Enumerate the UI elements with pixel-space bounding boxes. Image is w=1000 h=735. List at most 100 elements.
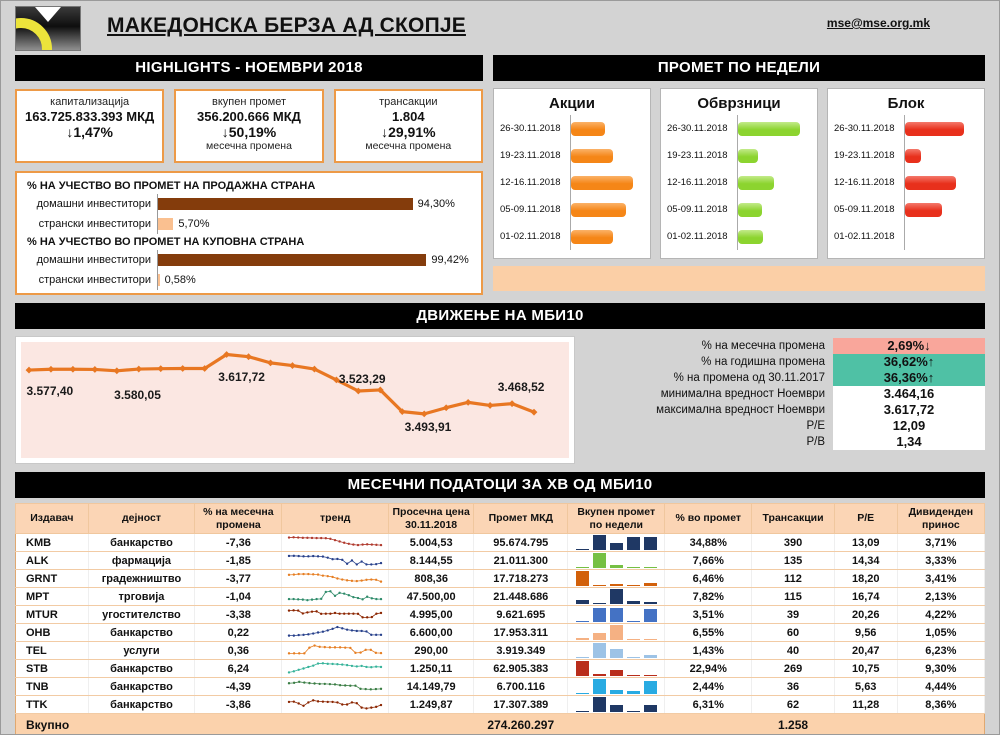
cell-weekly-bars: [567, 659, 666, 678]
cell-ticker: ALK: [15, 551, 89, 570]
weekly-chart-row: 05-09.11.2018: [500, 196, 644, 223]
mini-bar: [609, 690, 623, 694]
mbi-stat-label: % на годишна промена: [701, 356, 825, 368]
mbi-data-point: [47, 365, 55, 373]
kpi-note: месечна промена: [206, 140, 292, 152]
cell-dividend: 1,05%: [897, 623, 986, 642]
mini-bar: [626, 691, 640, 694]
mbi-stat-value: 1,34: [833, 434, 985, 450]
weekly-bar: [738, 121, 801, 136]
cell-trend-sparkline: [281, 551, 390, 570]
weekly-bar-track: [570, 169, 644, 196]
cell-transactions: 62: [751, 695, 835, 714]
weekly-chart-row: 12-16.11.2018: [667, 169, 811, 196]
cell-share: 6,46%: [664, 569, 753, 588]
trend-sparkline: [288, 536, 383, 547]
weekly-bar-track: [570, 196, 644, 223]
mini-bar: [626, 585, 640, 586]
mbi-plot: 3.577,40 3.580,05 3.617,72 3.523,29 3.493,91…: [21, 342, 569, 458]
mbi-data-point: [398, 408, 406, 415]
mbi-stat-value: 36,62%↑: [833, 354, 985, 370]
trend-sparkline: [288, 662, 383, 674]
trend-sparkline: [288, 572, 383, 583]
cell-weekly-bars: [567, 569, 666, 588]
mbi-data-point: [267, 359, 274, 367]
cell-share: 6,55%: [664, 623, 753, 642]
mbi-data-point: [530, 408, 538, 416]
weekly-mini-chart: [570, 643, 662, 658]
mini-bar: [626, 675, 640, 676]
weekly-bar-track: [737, 142, 811, 169]
column-header: Просечна цена 30.11.2018: [388, 503, 475, 534]
cell-sector: трговија: [88, 587, 196, 606]
mini-bar: [609, 589, 623, 604]
cell-avg-price: 1.249,87: [388, 695, 475, 714]
cell-ticker: TTK: [15, 695, 89, 714]
weekly-chart-body: 26-30.11.2018 19-23.11.2018 12-16.11.2018 0…: [834, 115, 978, 250]
mini-bar: [575, 571, 589, 586]
weekly-bar: [571, 121, 606, 136]
week-label: 05-09.11.2018: [834, 204, 895, 215]
weekly-bar: [905, 175, 956, 190]
cell-dividend: 4,22%: [897, 605, 986, 624]
weekly-chart-row: 01-02.11.2018: [834, 223, 978, 250]
mbi-header: ДВИЖЕЊЕ НА МБИ10: [15, 303, 985, 329]
weekly-chart-0: Акции 26-30.11.2018 19-23.11.2018 12-16.11.…: [493, 88, 651, 259]
cell-ticker: MTUR: [15, 605, 89, 624]
weekly-mini-chart: [570, 571, 662, 586]
mbi-data-point: [289, 362, 296, 369]
mbi-data-point: [464, 398, 472, 406]
mini-bar: [592, 603, 606, 604]
participation-bar-label: домашни инвеститори: [36, 198, 151, 210]
cell-dividend: 3,41%: [897, 569, 986, 588]
weekly-chart-title: Обврзници: [697, 95, 781, 112]
mini-bar: [592, 633, 606, 640]
weekly-bar: [738, 229, 763, 244]
cell-sector: градежништво: [88, 569, 196, 588]
weekly-bar: [738, 175, 774, 190]
mbi-stat-row: % на месечна промена 2,69%↓: [601, 338, 985, 354]
cell-ticker: KMB: [15, 533, 89, 552]
cell-transactions: 39: [751, 605, 835, 624]
cell-ticker: OHB: [15, 623, 89, 642]
cell-sector: банкарство: [88, 659, 196, 678]
weekly-charts: Акции 26-30.11.2018 19-23.11.2018 12-16.11.…: [493, 88, 985, 259]
weekly-chart-row: 19-23.11.2018: [667, 142, 811, 169]
table-row: KMB банкарство -7,36 5.004,53 95.674.795 34,8…: [15, 533, 986, 552]
weekly-chart-row: 26-30.11.2018: [667, 115, 811, 142]
column-header: % во промет: [664, 503, 753, 534]
cell-sector: фармација: [88, 551, 196, 570]
cell-ticker: MPT: [15, 587, 89, 606]
participation-bar-label: странски инвеститори: [38, 218, 151, 230]
cell-weekly-bars: [567, 623, 666, 642]
participation-bar-value: 0,58%: [164, 274, 196, 286]
page-header: МАКЕДОНСКА БЕРЗА АД СКОПЈЕ mse@mse.org.m…: [1, 1, 999, 55]
cell-weekly-bars: [567, 641, 666, 660]
email-link[interactable]: mse@mse.org.mk: [826, 16, 930, 30]
mbi-data-point: [245, 353, 252, 361]
cell-weekly-bars: [567, 605, 666, 624]
table-row: TEL услуги 0,36 290,00 3.919.349 1,43% 40 20,47…: [15, 641, 986, 660]
mini-bar: [626, 601, 640, 604]
mini-bar: [592, 697, 606, 712]
mini-bar: [626, 621, 640, 622]
participation-bar-row: домашни инвеститори 94,30%: [27, 194, 471, 214]
cell-turnover: 21.011.300: [473, 551, 569, 570]
cell-turnover: 9.621.695: [473, 605, 569, 624]
weekly-mini-chart: [570, 679, 662, 694]
mbi-data-point: [157, 365, 165, 373]
weekly-chart-row: 01-02.11.2018: [500, 223, 644, 250]
week-label: 01-02.11.2018: [667, 231, 728, 242]
logo-triangle-icon: [35, 7, 61, 22]
trend-sparkline: [288, 590, 383, 602]
mini-bar: [626, 639, 640, 640]
cell-weekly-bars: [567, 551, 666, 570]
mbi-stat-label: P/B: [806, 436, 825, 448]
cell-sector: банкарство: [88, 533, 196, 552]
total-spacer-2: [664, 713, 752, 734]
cell-turnover: 17.718.273: [473, 569, 569, 588]
mbi-data-point: [354, 387, 362, 395]
mini-bar: [609, 564, 623, 568]
cell-transactions: 40: [751, 641, 835, 660]
cell-transactions: 36: [751, 677, 835, 696]
